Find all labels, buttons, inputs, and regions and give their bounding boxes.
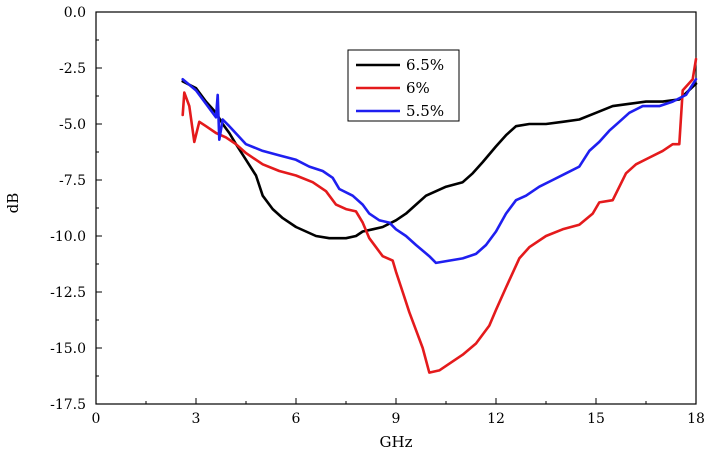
y-tick-label: -10.0 (50, 229, 86, 245)
series-line (181, 77, 698, 265)
y-tick-label: -12.5 (50, 285, 86, 301)
legend-label: 6.5% (406, 56, 444, 74)
legend: 6.5% 6% 5.5% (347, 49, 460, 122)
x-tick-label: 0 (92, 411, 101, 427)
y-tick-label: -15.0 (50, 341, 86, 357)
y-tick-label: -5.0 (59, 117, 86, 133)
series-line (181, 57, 698, 374)
legend-label: 5.5% (406, 102, 444, 120)
y-tick-label: 0.0 (64, 5, 86, 21)
y-tick-label: -17.5 (50, 397, 86, 413)
legend-box (347, 49, 460, 122)
x-tick-label: 18 (687, 411, 705, 427)
y-axis-title: dB (4, 193, 22, 214)
x-tick-label: 9 (392, 411, 401, 427)
y-tick-label: -7.5 (59, 173, 86, 189)
x-tick-label: 12 (487, 411, 505, 427)
legend-label: 6% (406, 79, 430, 97)
y-tick-label: -2.5 (59, 61, 86, 77)
series-line (181, 80, 698, 240)
x-tick-label: 15 (587, 411, 605, 427)
axes: 0 3 6 9 12 15 18 0.0 -2.5 -5.0 -7.5 -10.0 -12.5 -15.0… (50, 5, 705, 427)
x-axis-title: GHz (380, 433, 413, 451)
x-tick-label: 3 (192, 411, 201, 427)
x-tick-label: 6 (292, 411, 301, 427)
series-lines (181, 57, 698, 374)
